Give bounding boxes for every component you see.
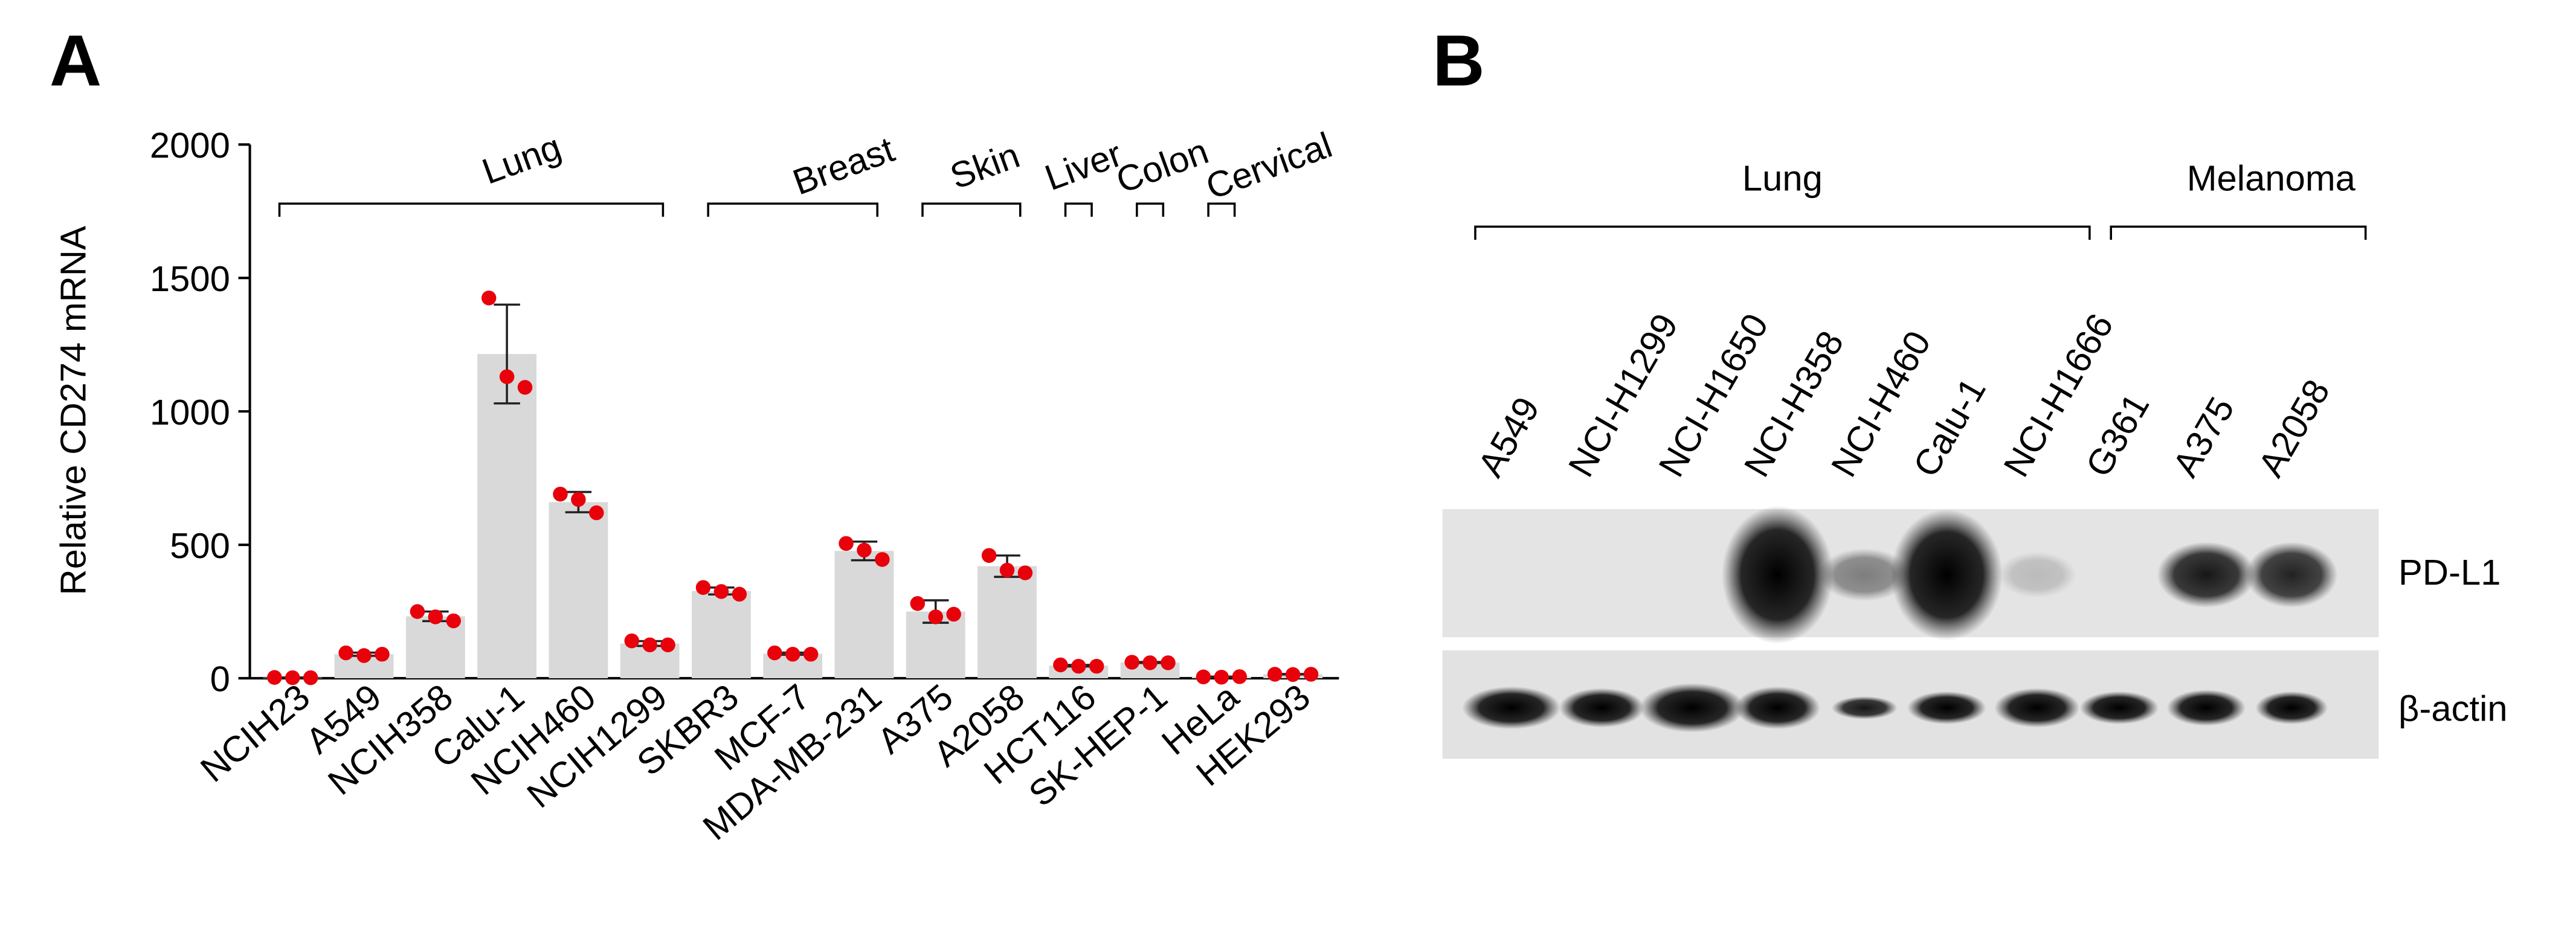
lane-label: Calu-1 bbox=[1905, 371, 1994, 483]
lane-label: A2058 bbox=[2250, 373, 2337, 483]
panel-label: B bbox=[1432, 21, 1484, 101]
replicate-point bbox=[1267, 667, 1283, 682]
replicate-point bbox=[428, 609, 443, 625]
replicate-point bbox=[589, 505, 604, 521]
lane-label: A549 bbox=[1470, 390, 1547, 483]
band bbox=[1831, 696, 1898, 719]
group-label: Lung bbox=[1742, 158, 1823, 198]
group-bracket bbox=[2110, 225, 2367, 240]
group-bracket bbox=[707, 202, 879, 217]
replicate-point bbox=[875, 552, 890, 567]
replicate-point bbox=[660, 637, 675, 652]
replicate-point bbox=[446, 613, 461, 629]
replicate-point bbox=[517, 380, 533, 395]
group-bracket bbox=[1064, 202, 1093, 217]
replicate-point bbox=[1303, 667, 1319, 682]
replicate-point bbox=[375, 646, 390, 662]
lane-label: G361 bbox=[2078, 387, 2157, 483]
y-tick-label: 1500 bbox=[150, 259, 230, 299]
replicate-point bbox=[481, 291, 497, 306]
y-tick-label: 500 bbox=[170, 525, 230, 566]
replicate-point bbox=[981, 548, 997, 563]
replicate-point bbox=[1285, 667, 1301, 682]
replicate-point bbox=[553, 486, 568, 502]
band bbox=[1734, 686, 1820, 730]
replicate-point bbox=[1053, 657, 1068, 673]
replicate-point bbox=[642, 637, 657, 652]
replicate-point bbox=[267, 670, 282, 685]
group-bracket bbox=[921, 202, 1022, 217]
group-label: Cervical bbox=[1201, 124, 1338, 207]
replicate-point bbox=[695, 580, 711, 595]
bar bbox=[834, 551, 894, 678]
replicate-point bbox=[338, 645, 353, 661]
lane-label: A375 bbox=[2165, 390, 2242, 483]
y-tick-label: 2000 bbox=[150, 125, 230, 165]
replicate-point bbox=[928, 609, 944, 625]
band-label: β-actin bbox=[2398, 689, 2508, 729]
band bbox=[1890, 509, 2003, 641]
replicate-point bbox=[1214, 669, 1229, 685]
band bbox=[2079, 691, 2159, 725]
replicate-point bbox=[713, 584, 729, 599]
replicate-point bbox=[1124, 655, 1139, 670]
replicate-point bbox=[732, 586, 747, 602]
bar bbox=[977, 566, 1037, 678]
band bbox=[2255, 691, 2328, 725]
band bbox=[1559, 688, 1645, 728]
band bbox=[1462, 686, 1561, 730]
y-tick-label: 1000 bbox=[150, 392, 230, 432]
group-label: Colon bbox=[1111, 130, 1214, 201]
band bbox=[1907, 691, 1986, 725]
group-label: Breast bbox=[788, 129, 900, 202]
group-bracket bbox=[278, 202, 665, 217]
replicate-point bbox=[857, 542, 872, 558]
band bbox=[2246, 542, 2338, 608]
band bbox=[2157, 542, 2256, 608]
band bbox=[1997, 551, 2077, 598]
group-label: Skin bbox=[945, 135, 1025, 197]
replicate-point bbox=[803, 646, 819, 662]
y-axis-label: Relative CD274 mRNA bbox=[53, 226, 94, 596]
blot bbox=[1442, 506, 2379, 759]
group-bracket bbox=[1207, 202, 1236, 217]
replicate-point bbox=[303, 670, 318, 686]
replicate-point bbox=[785, 646, 800, 662]
band bbox=[2166, 689, 2246, 726]
band bbox=[1721, 506, 1834, 644]
replicate-point bbox=[356, 648, 372, 663]
y-tick-label: 0 bbox=[210, 659, 230, 699]
replicate-point bbox=[1232, 669, 1248, 684]
replicate-point bbox=[767, 645, 782, 661]
replicate-point bbox=[839, 536, 854, 551]
replicate-point bbox=[946, 606, 961, 622]
panel-label: A bbox=[50, 21, 101, 101]
replicate-point bbox=[571, 492, 586, 507]
replicate-point bbox=[1142, 655, 1158, 670]
replicate-point bbox=[1017, 565, 1033, 580]
replicate-point bbox=[910, 596, 926, 611]
bar bbox=[549, 502, 608, 678]
replicate-point bbox=[1071, 658, 1086, 674]
bar bbox=[477, 354, 537, 678]
replicate-point bbox=[410, 604, 425, 619]
replicate-point bbox=[999, 562, 1015, 578]
band bbox=[1818, 548, 1911, 602]
replicate-point bbox=[1161, 655, 1176, 670]
replicate-point bbox=[285, 670, 300, 686]
group-bracket bbox=[1136, 202, 1165, 217]
replicate-point bbox=[499, 369, 515, 384]
band bbox=[1994, 688, 2080, 728]
bar bbox=[691, 591, 751, 678]
replicate-point bbox=[624, 633, 639, 649]
group-bracket bbox=[1474, 225, 2091, 240]
group-label: Melanoma bbox=[2187, 158, 2356, 198]
group-label: Lung bbox=[477, 126, 566, 191]
band-label: PD-L1 bbox=[2398, 552, 2501, 593]
band bbox=[1639, 683, 1745, 733]
replicate-point bbox=[1089, 658, 1104, 674]
replicate-point bbox=[1196, 669, 1211, 684]
